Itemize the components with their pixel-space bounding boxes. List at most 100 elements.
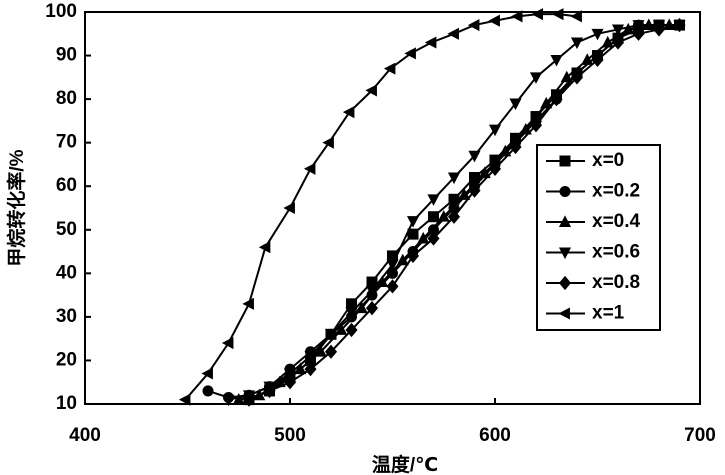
marker <box>551 8 564 21</box>
marker <box>558 247 572 260</box>
y-tick-label: 50 <box>56 219 77 240</box>
marker <box>424 36 437 49</box>
marker <box>570 10 582 23</box>
marker <box>622 22 635 35</box>
marker <box>448 193 460 205</box>
marker <box>510 10 523 23</box>
marker <box>559 155 571 167</box>
marker <box>365 285 379 298</box>
marker <box>396 253 409 266</box>
marker <box>283 201 295 215</box>
marker <box>488 124 502 137</box>
y-tick-label: 90 <box>56 45 77 66</box>
marker <box>304 362 317 377</box>
legend-label: x=0.6 <box>592 242 640 263</box>
marker <box>355 301 368 314</box>
marker <box>509 98 522 111</box>
marker <box>406 216 420 228</box>
marker <box>437 210 450 222</box>
marker <box>550 91 563 107</box>
legend-label: x=1 <box>592 303 625 324</box>
marker <box>468 183 481 198</box>
marker <box>242 392 256 407</box>
marker <box>448 202 460 214</box>
marker <box>335 323 348 335</box>
marker <box>428 224 439 236</box>
marker <box>509 139 522 155</box>
marker <box>611 35 625 50</box>
marker <box>406 248 420 264</box>
marker <box>365 301 379 316</box>
legend-label: x=0 <box>592 150 624 171</box>
marker <box>611 24 625 37</box>
y-tick-label: 20 <box>56 349 77 370</box>
x-tick-label: 700 <box>684 425 716 446</box>
series-line <box>184 13 578 401</box>
marker <box>529 72 543 84</box>
x-tick-label: 600 <box>479 425 511 446</box>
marker <box>560 70 573 83</box>
marker <box>417 231 430 244</box>
marker <box>558 307 570 320</box>
marker <box>263 383 276 399</box>
y-tick-label: 70 <box>56 132 77 153</box>
y-tick-label: 60 <box>56 175 77 196</box>
marker <box>324 344 338 359</box>
marker <box>386 259 399 272</box>
plot-frame <box>84 11 701 405</box>
marker <box>345 322 358 338</box>
marker <box>222 394 235 407</box>
marker <box>540 96 553 109</box>
marker <box>201 367 213 380</box>
marker <box>324 329 338 341</box>
legend-label: x=0.2 <box>592 181 640 202</box>
y-tick-label: 30 <box>56 306 77 327</box>
marker <box>342 106 355 119</box>
marker <box>652 22 666 37</box>
x-tick-label: 500 <box>274 425 306 446</box>
marker <box>387 267 398 279</box>
marker <box>468 150 481 163</box>
y-axis-label: 甲烷转化率/% <box>5 149 28 266</box>
marker <box>202 385 214 397</box>
marker <box>591 28 604 41</box>
marker <box>581 53 594 65</box>
marker <box>558 275 572 291</box>
marker <box>322 136 334 149</box>
marker <box>447 172 461 185</box>
marker <box>427 194 440 206</box>
marker <box>221 336 234 350</box>
legend-label: x=0.4 <box>592 211 641 232</box>
marker <box>673 17 686 33</box>
marker <box>303 162 316 175</box>
marker <box>488 161 502 176</box>
x-tick-label: 400 <box>69 425 101 446</box>
marker <box>404 47 416 60</box>
y-tick-label: 40 <box>56 262 77 283</box>
marker <box>632 26 645 41</box>
marker <box>632 20 645 32</box>
marker <box>383 62 396 75</box>
marker <box>531 8 543 21</box>
y-tick-label: 10 <box>56 393 77 414</box>
marker <box>365 84 377 97</box>
marker <box>447 27 459 40</box>
legend-label: x=0.8 <box>592 272 640 293</box>
marker <box>469 172 480 184</box>
marker <box>447 209 461 224</box>
marker <box>407 228 419 240</box>
y-tick-label: 80 <box>56 88 77 109</box>
marker <box>178 393 191 406</box>
y-tick-label: 100 <box>45 1 77 22</box>
marker <box>428 211 439 223</box>
marker <box>386 279 399 294</box>
marker <box>601 35 614 48</box>
marker <box>345 307 358 320</box>
marker <box>258 241 271 254</box>
x-axis-label: 温度/℃ <box>372 453 438 475</box>
marker <box>304 351 317 363</box>
legend-box <box>536 144 661 331</box>
marker <box>570 70 584 85</box>
marker <box>570 37 584 50</box>
